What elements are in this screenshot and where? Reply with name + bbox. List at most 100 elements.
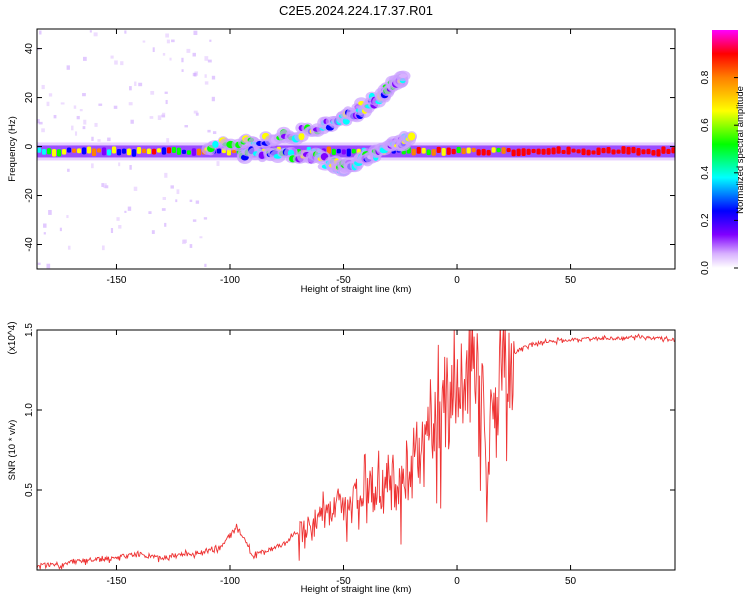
colorbar: 0.0 0.2 0.4 0.6 0.8 Normalized spectral ampl… — [700, 30, 746, 275]
spectrogram-band-cell — [481, 148, 486, 156]
spectrogram-speckle — [133, 186, 138, 191]
spectrogram-band-cell — [196, 148, 202, 156]
spectrogram-speckle — [192, 219, 197, 222]
spectrogram-band-cell — [111, 146, 117, 154]
spectrogram-speckle — [66, 65, 70, 70]
spectrogram-band-cell — [541, 148, 546, 155]
spectrogram-speckle — [43, 223, 47, 228]
spectrogram-speckle — [89, 30, 92, 33]
spectrogram-speckle — [118, 225, 122, 229]
spectrogram-y-tick-label: -20 — [24, 188, 35, 203]
spectrogram-speckle — [67, 245, 71, 250]
snr-y-tick-label: 0.5 — [24, 483, 35, 497]
spectrogram-x-tick-label: -50 — [336, 275, 351, 286]
spectrogram-speckle — [60, 102, 65, 105]
spectrogram-speckle — [83, 56, 87, 61]
spectrogram-band-cell — [411, 148, 416, 156]
spectrogram-band-cell — [616, 149, 621, 154]
spectrogram-speckle — [83, 119, 87, 125]
spectrogram-speckle — [176, 189, 180, 195]
spectrogram-speckle — [71, 125, 74, 131]
spectrogram-speckle — [114, 60, 118, 65]
spectrogram-data — [37, 30, 675, 269]
spectrogram-band-cell — [156, 148, 162, 153]
spectrogram-speckle — [175, 199, 178, 203]
spectrogram-speckle — [107, 137, 111, 142]
spectrogram-band-cell — [96, 148, 102, 153]
spectrogram-band-cell — [86, 146, 92, 154]
spectrogram-speckle — [183, 239, 187, 244]
spectrogram-band-cell — [556, 146, 561, 154]
snr-panel: -150 -100 -50 0 50 0.5 1.0 1.5 Height of strai… — [7, 321, 676, 595]
snr-series-line — [37, 330, 675, 570]
spectrogram-x-tick-label: -150 — [106, 275, 126, 286]
spectrogram-band-cell — [591, 150, 596, 155]
snr-x-tick-label: 50 — [565, 576, 577, 587]
spectrogram-x-label: Height of straight line (km) — [301, 284, 412, 295]
spectrogram-speckle — [203, 217, 208, 220]
spectrogram-upper-branch-blob — [298, 132, 305, 141]
spectrogram-band-cell — [81, 147, 87, 155]
spectrogram-speckle — [37, 119, 40, 124]
spectrogram-band-cell — [661, 146, 666, 154]
spectrogram-speckle — [184, 125, 188, 128]
spectrogram-band-cell — [346, 148, 351, 157]
spectrogram-band-cell — [496, 147, 501, 153]
spectrogram-band-cell — [511, 149, 516, 157]
spectrogram-band-cell — [566, 146, 571, 155]
spectrogram-speckle — [82, 126, 86, 130]
spectrogram-speckle — [82, 93, 86, 97]
spectrogram-speckle — [67, 168, 70, 172]
spectrogram-band-cell — [451, 148, 456, 155]
spectrogram-band-cell — [601, 147, 606, 154]
spectrogram-speckle — [195, 112, 199, 116]
spectrogram-band-cell — [506, 148, 511, 153]
colorbar-ticks: 0.0 0.2 0.4 0.6 0.8 — [700, 70, 738, 275]
spectrogram-speckle — [46, 263, 51, 269]
spectrogram-band-cell — [491, 147, 496, 153]
spectrogram-band-cell — [61, 149, 67, 155]
spectrogram-band-cell — [176, 147, 182, 155]
spectrogram-speckle — [128, 102, 133, 106]
colorbar-tick-label: 0.2 — [700, 213, 711, 227]
spectrogram-speckle — [165, 33, 169, 38]
spectrogram-speckle — [116, 217, 120, 221]
spectrogram-speckle — [149, 116, 154, 119]
snr-y-ticks: 0.5 1.0 1.5 — [24, 323, 675, 497]
spectrogram-band-cell — [141, 148, 147, 154]
spectrogram-speckle — [212, 131, 217, 135]
spectrogram-speckle — [164, 222, 167, 227]
spectrogram-speckle — [53, 114, 57, 119]
spectrogram-y-ticks: -40 -20 0 20 40 — [24, 43, 675, 252]
spectrogram-band-cell — [551, 147, 556, 155]
spectrogram-speckle — [162, 112, 166, 118]
spectrogram-band-cell — [336, 148, 341, 154]
spectrogram-speckle — [101, 183, 104, 187]
spectrogram-speckle — [76, 115, 80, 120]
spectrogram-band-cell — [66, 147, 72, 153]
spectrogram-band-cell — [571, 148, 576, 153]
spectrogram-speckle — [48, 209, 52, 215]
spectrogram-speckle — [171, 39, 175, 43]
spectrogram-band-cell — [536, 148, 541, 155]
spectrogram-band-cell — [611, 149, 616, 155]
spectrogram-speckle — [110, 227, 114, 233]
spectrogram-band-cell — [171, 146, 177, 154]
spectrogram-band-cell — [631, 146, 636, 154]
spectrogram-band-cell — [216, 148, 222, 154]
spectrogram-band-cell — [546, 148, 551, 155]
spectrogram-speckle — [148, 211, 152, 214]
spectrogram-speckle — [211, 75, 216, 80]
spectrogram-band-cell — [646, 148, 651, 155]
spectrogram-speckle — [216, 161, 220, 166]
spectrogram-speckle — [59, 227, 62, 232]
spectrogram-band-cell — [651, 150, 656, 156]
colorbar-gradient — [712, 30, 738, 268]
spectrogram-speckle — [150, 90, 155, 95]
snr-y-multiplier: (x10^4) — [7, 321, 18, 354]
spectrogram-speckle — [162, 197, 166, 200]
spectrogram-y-tick-label: -40 — [24, 237, 35, 252]
spectrogram-speckle — [73, 105, 77, 109]
spectrogram-band-cell — [416, 147, 421, 154]
